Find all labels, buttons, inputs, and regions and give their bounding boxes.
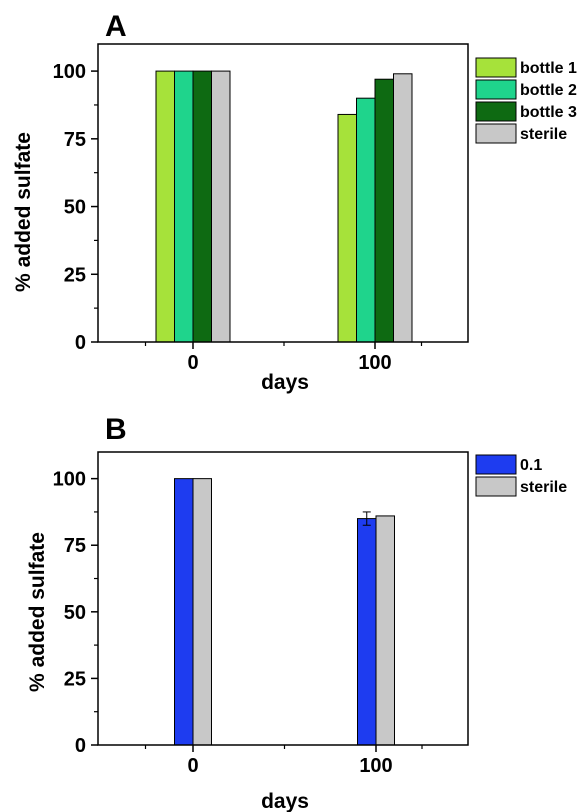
panel-b-bars [174, 478, 395, 746]
panel-b-x-tick-label-100: 100 [359, 755, 392, 777]
panel-a-bars [155, 70, 413, 343]
panel-b-legend-label-sterile: sterile [520, 479, 567, 496]
panel-b-y-tick-label-25: 25 [64, 668, 86, 690]
panel-a-bar-bottle-2-day-0 [174, 70, 194, 343]
panel-b-bar-0-1-day-100 [357, 518, 377, 746]
panel-b-y-tick-label-100: 100 [53, 469, 86, 491]
panel-b-bar-sterile-day-0 [192, 478, 212, 746]
panel-b-bar-sterile-day-100 [375, 515, 395, 746]
panel-b-x-ticks: 0 100 [144, 745, 423, 777]
panel-a-bar-bottle-1-day-100 [337, 113, 357, 343]
panel-a-bar-bottle-2-day-100 [356, 97, 376, 343]
panel-a-bar-bottle-1-day-0 [155, 70, 175, 343]
panel-b-y-tick-label-50: 50 [64, 602, 86, 624]
panel-b-x-axis-label: days [261, 790, 309, 812]
panel-a-y-ticks: 0 25 50 75 100 [53, 61, 98, 354]
panel-a-y-tick-label-50: 50 [64, 197, 86, 219]
panel-a-legend-swatch-bottle-3 [475, 101, 517, 122]
panel-b-legend: 0.1 sterile [475, 454, 567, 497]
panel-b-bar-0-1-day-0 [174, 478, 194, 746]
panel-a-legend: bottle 1 bottle 2 bottle 3 sterile [475, 57, 577, 144]
panel-b-x-tick-label-0: 0 [187, 755, 198, 777]
panel-a-legend-label-bottle-2: bottle 2 [520, 82, 577, 99]
panel-b-y-ticks: 0 25 50 75 100 [53, 469, 98, 757]
panel-b-error-bar-0-1-day-100 [362, 511, 371, 526]
panel-a-legend-swatch-sterile [475, 123, 517, 144]
panel-a-legend-label-bottle-3: bottle 3 [520, 104, 577, 121]
panel-a-x-ticks: 0 100 [144, 342, 423, 374]
panel-a-legend-label-bottle-1: bottle 1 [520, 60, 577, 77]
panel-b-legend-label-0-1: 0.1 [520, 457, 542, 474]
panel-b-legend-swatch-sterile [475, 476, 517, 497]
panel-a-bar-bottle-3-day-0 [192, 70, 212, 343]
panel-b-y-axis-label: % added sulfate [26, 532, 49, 692]
panel-a-bar-bottle-3-day-100 [374, 78, 394, 343]
panel-a-y-tick-label-75: 75 [64, 129, 86, 151]
panel-b-letter: B [105, 413, 127, 446]
panel-a-bar-sterile-day-100 [393, 73, 413, 343]
panel-a-y-tick-label-100: 100 [53, 61, 86, 83]
panel-a-plot-frame [97, 43, 469, 343]
panel-a-legend-swatch-bottle-1 [475, 57, 517, 78]
panel-a-legend-swatch-bottle-2 [475, 79, 517, 100]
panel-a-letter: A [105, 10, 127, 43]
panel-b-y-tick-label-75: 75 [64, 535, 86, 557]
panel-a-y-axis-label: % added sulfate [12, 132, 35, 292]
panel-b-y-tick-label-0: 0 [75, 735, 86, 757]
panel-a-x-axis-label: days [261, 371, 309, 394]
panel-a-x-tick-label-100: 100 [358, 352, 391, 374]
panel-a-y-tick-label-25: 25 [64, 264, 86, 286]
panel-a-bar-sterile-day-0 [211, 70, 231, 343]
panel-b: B % added sulfate days 0 25 50 75 100 0 100 0… [26, 413, 567, 812]
panel-a-legend-label-sterile: sterile [520, 126, 567, 143]
panel-a: A % added sulfate days 0 25 50 75 100 0 100 b… [12, 10, 577, 394]
panel-a-y-tick-label-0: 0 [75, 332, 86, 354]
panel-a-x-tick-label-0: 0 [187, 352, 198, 374]
panel-b-legend-swatch-0-1 [475, 454, 517, 475]
panel-b-plot-frame [97, 451, 469, 746]
